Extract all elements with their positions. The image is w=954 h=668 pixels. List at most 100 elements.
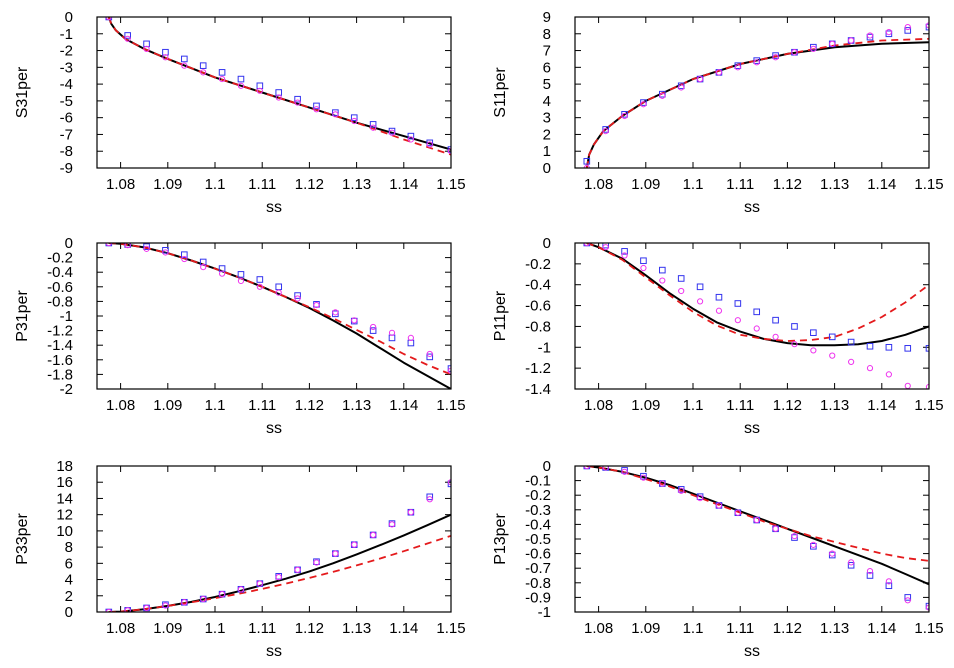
y-tick-label: 8 <box>543 26 551 43</box>
y-tick-label: 2 <box>543 126 551 143</box>
series-dashed-line <box>586 243 929 342</box>
circle-point <box>313 301 320 309</box>
circle-point <box>602 244 609 251</box>
y-tick-label: -0.2 <box>525 487 551 504</box>
y-tick-label: 10 <box>56 523 73 540</box>
circle-point <box>294 99 301 106</box>
x-tick-label: 1.11 <box>726 176 754 193</box>
x-tick-label: 1.11 <box>726 620 754 637</box>
y-axis-label: S11per <box>492 67 509 118</box>
plot-area <box>583 22 929 168</box>
y-tick-label: 1 <box>543 143 551 160</box>
x-tick-label: 1.14 <box>867 176 896 193</box>
x-tick-label: 1.09 <box>153 620 182 637</box>
y-tick-label: -9 <box>60 160 73 177</box>
circle-point <box>275 94 282 101</box>
circle-point <box>885 28 892 36</box>
x-tick-label: 1.1 <box>683 397 704 414</box>
circle-point <box>256 580 263 587</box>
x-tick-label: 1.12 <box>773 397 802 414</box>
y-tick-label: 12 <box>56 507 73 524</box>
x-tick-label: 1.1 <box>683 620 704 637</box>
x-tick-label: 1.14 <box>389 620 418 637</box>
panel-p31per: 1.08 1.09 1.1 1.11 1.12 1.13 1.14 1.15 0-0.2-0.4… <box>14 235 466 437</box>
x-tick-label: 1.08 <box>106 397 135 414</box>
square-point <box>847 338 855 346</box>
circle-point <box>388 129 396 136</box>
y-tick-label: -5 <box>60 93 73 110</box>
circle-point <box>848 37 855 44</box>
x-tick-label: 1.09 <box>631 397 660 414</box>
square-point <box>181 251 188 258</box>
circle-point <box>388 329 396 336</box>
circle-point <box>678 487 685 494</box>
circle-point <box>237 277 245 285</box>
circle-point <box>715 69 723 76</box>
y-tick-label: 14 <box>56 490 73 507</box>
y-tick-label: -1 <box>538 604 551 621</box>
circle-point <box>829 352 836 359</box>
circle-point <box>124 35 131 42</box>
circle-point <box>848 358 855 365</box>
circle-point <box>143 604 150 612</box>
square-point <box>256 276 264 283</box>
circle-point <box>848 559 855 566</box>
circle-point <box>659 277 666 284</box>
x-tick-label: 1.09 <box>153 397 182 414</box>
y-tick-label: 0 <box>543 235 551 252</box>
y-tick-label: -2 <box>60 43 73 60</box>
plot-frame <box>574 465 930 613</box>
circle-point <box>696 298 704 305</box>
x-tick-label: 1.15 <box>914 176 943 193</box>
square-point <box>810 329 817 336</box>
y-tick-label: -0.7 <box>525 560 551 577</box>
circle-point <box>772 333 779 340</box>
square-point <box>885 30 893 38</box>
square-point <box>350 114 358 121</box>
plot-area <box>105 243 451 389</box>
series-solid-line <box>108 243 451 389</box>
plot-area <box>105 479 451 612</box>
square-point <box>447 480 451 488</box>
square-point <box>715 293 723 301</box>
circle-point <box>181 62 188 69</box>
x-tick-label: 1.1 <box>205 620 226 637</box>
x-tick-label: 1.13 <box>342 176 371 193</box>
circle-point <box>388 521 396 528</box>
circle-point <box>200 595 207 603</box>
plot-frame <box>96 16 452 169</box>
square-point <box>388 334 396 342</box>
x-tick-label: 1.11 <box>726 397 754 414</box>
x-tick-label: 1.08 <box>106 620 135 637</box>
circle-point <box>256 87 263 94</box>
y-tick-label: 5 <box>543 76 551 93</box>
y-tick-label: 0 <box>65 235 73 252</box>
square-point <box>621 248 628 255</box>
y-axis-label: P11per <box>492 290 509 341</box>
y-tick-label: -0.4 <box>525 277 551 294</box>
circle-point <box>237 82 245 89</box>
circle-point <box>640 474 647 481</box>
y-tick-label: -1.8 <box>47 366 73 383</box>
circle-point <box>124 607 131 612</box>
plot-area <box>105 17 451 156</box>
series-solid-line <box>108 513 451 612</box>
x-tick-label: 1.14 <box>389 397 418 414</box>
square-point <box>810 543 817 550</box>
x-axis-label: ss <box>744 420 760 437</box>
y-tick-label: -1.6 <box>47 352 73 369</box>
square-point <box>734 62 742 69</box>
square-point <box>659 90 666 98</box>
circle-point <box>351 541 358 548</box>
circle-point <box>904 597 911 604</box>
y-tick-label: 0 <box>65 9 73 26</box>
plot-frame <box>96 242 452 390</box>
circle-point <box>791 49 798 56</box>
square-point <box>447 146 451 153</box>
x-tick-label: 1.15 <box>436 620 465 637</box>
y-tick-label: -0.8 <box>525 575 551 592</box>
circle-point <box>659 92 666 99</box>
circle-point <box>753 59 760 66</box>
circle-point <box>734 64 741 71</box>
